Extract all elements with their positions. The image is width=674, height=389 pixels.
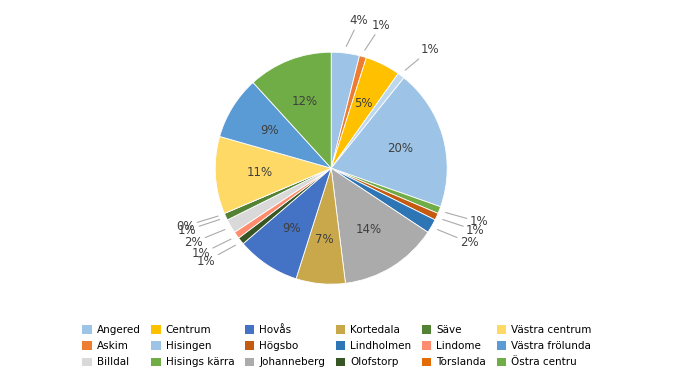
- Text: 4%: 4%: [346, 14, 368, 46]
- Wedge shape: [331, 168, 438, 220]
- Wedge shape: [220, 82, 331, 168]
- Text: 2%: 2%: [437, 230, 479, 249]
- Wedge shape: [253, 52, 331, 168]
- Wedge shape: [215, 137, 331, 214]
- Text: 1%: 1%: [197, 245, 235, 268]
- Text: 12%: 12%: [292, 95, 318, 108]
- Wedge shape: [331, 58, 398, 168]
- Text: 9%: 9%: [282, 222, 301, 235]
- Text: 5%: 5%: [354, 97, 373, 110]
- Wedge shape: [224, 168, 331, 214]
- Text: 1%: 1%: [446, 212, 488, 228]
- Wedge shape: [224, 168, 331, 220]
- Legend: Angered, Askim, Billdal, Centrum, Hisingen, Hisings kärra, Hovås, Högsbo, Johann: Angered, Askim, Billdal, Centrum, Hising…: [82, 325, 592, 368]
- Wedge shape: [331, 56, 367, 168]
- Text: 1%: 1%: [191, 239, 231, 261]
- Wedge shape: [331, 168, 435, 232]
- Text: 1%: 1%: [405, 43, 439, 70]
- Text: 1%: 1%: [178, 219, 220, 237]
- Text: 7%: 7%: [315, 233, 334, 246]
- Wedge shape: [296, 168, 346, 284]
- Wedge shape: [239, 168, 331, 244]
- Wedge shape: [235, 168, 331, 238]
- Wedge shape: [331, 168, 441, 214]
- Wedge shape: [227, 168, 331, 232]
- Wedge shape: [331, 78, 447, 207]
- Text: 14%: 14%: [356, 223, 382, 236]
- Wedge shape: [331, 52, 359, 168]
- Text: 0%: 0%: [176, 216, 218, 233]
- Text: 1%: 1%: [443, 219, 485, 237]
- Wedge shape: [331, 168, 428, 283]
- Text: 11%: 11%: [247, 166, 272, 179]
- Text: 1%: 1%: [365, 19, 390, 50]
- Wedge shape: [331, 74, 404, 168]
- Text: 20%: 20%: [388, 142, 413, 155]
- Wedge shape: [243, 168, 331, 279]
- Text: 2%: 2%: [184, 230, 225, 249]
- Text: 9%: 9%: [261, 124, 279, 137]
